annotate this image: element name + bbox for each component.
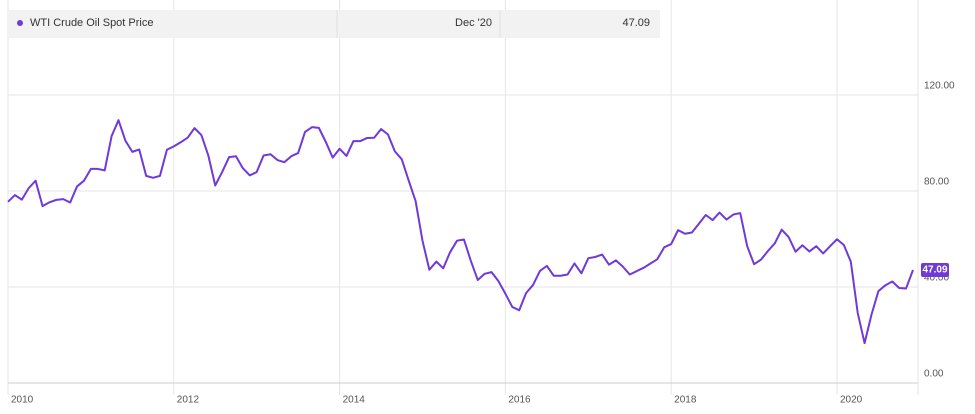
header-value: 47.09 <box>622 17 650 29</box>
x-tick-label: 2010 <box>11 395 34 406</box>
x-tick-label: 2018 <box>674 395 697 406</box>
legend-dot <box>17 20 23 26</box>
y-tick-label: 80.00 <box>924 177 949 188</box>
y-tick-label: 40.00 <box>924 273 949 284</box>
x-tick-label: 2014 <box>343 395 366 406</box>
x-tick-label: 2020 <box>840 395 863 406</box>
end-label: 47.09 <box>922 265 947 276</box>
line <box>7 119 914 345</box>
y-tick-label: 0.00 <box>924 369 944 380</box>
x-tick-label: 2016 <box>508 395 531 406</box>
x-tick-label: 2012 <box>177 395 200 406</box>
legend-label: WTI Crude Oil Spot Price <box>30 17 153 29</box>
header-box <box>8 10 660 38</box>
y-tick-label: 120.00 <box>924 81 955 92</box>
header-date: Dec '20 <box>455 17 492 29</box>
end-label-box <box>921 262 949 277</box>
